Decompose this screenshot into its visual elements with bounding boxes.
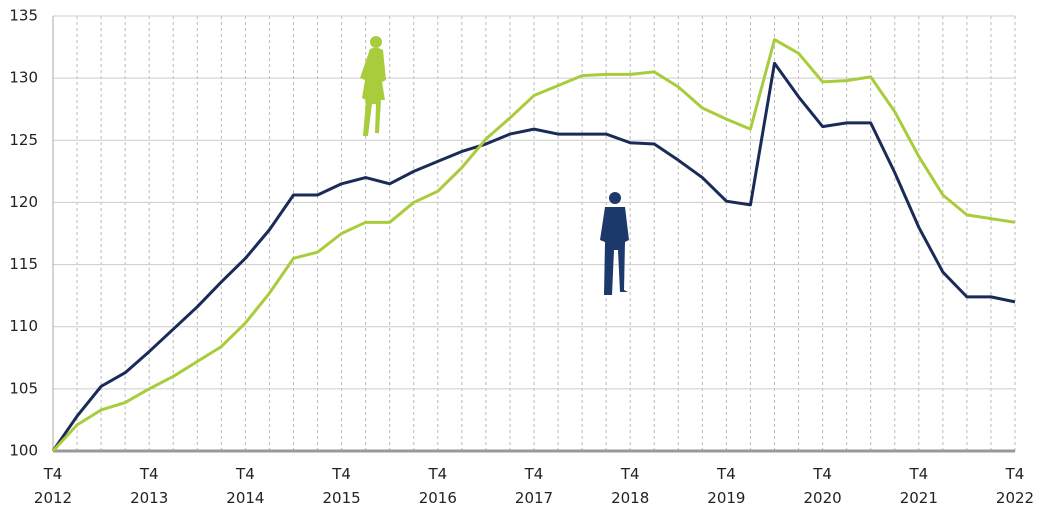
x-tick-label: T4 2022: [995, 465, 1035, 507]
y-tick-label: 125: [9, 131, 38, 149]
y-tick-label: 115: [9, 255, 38, 273]
x-tick-label: T4 2014: [226, 465, 265, 507]
x-tick-label: T4 2013: [130, 465, 169, 507]
man-icon: [600, 192, 629, 295]
y-tick-label: 130: [9, 69, 38, 87]
x-tick-label: T4 2016: [418, 465, 457, 507]
x-tick-label: T4 2015: [322, 465, 361, 507]
series-line: [51, 61, 1016, 452]
series-line: [51, 38, 1016, 453]
y-tick-label: 105: [9, 379, 38, 397]
x-tick-label: T4 2020: [803, 465, 842, 507]
x-tick-label: T4 2017: [514, 465, 554, 507]
y-tick-label: 135: [9, 7, 38, 25]
x-tick-label: T4 2019: [707, 465, 746, 507]
x-tick-label: T4 2021: [899, 465, 938, 507]
x-tick-label: T4 2012: [33, 465, 73, 507]
grid: [52, 15, 1016, 453]
y-tick-label: 100: [9, 442, 38, 460]
x-tick-label: T4 2018: [611, 465, 650, 507]
woman-icon: [360, 36, 386, 136]
y-tick-label: 120: [9, 193, 38, 211]
y-tick-label: 110: [9, 317, 38, 335]
lines: [51, 38, 1016, 453]
